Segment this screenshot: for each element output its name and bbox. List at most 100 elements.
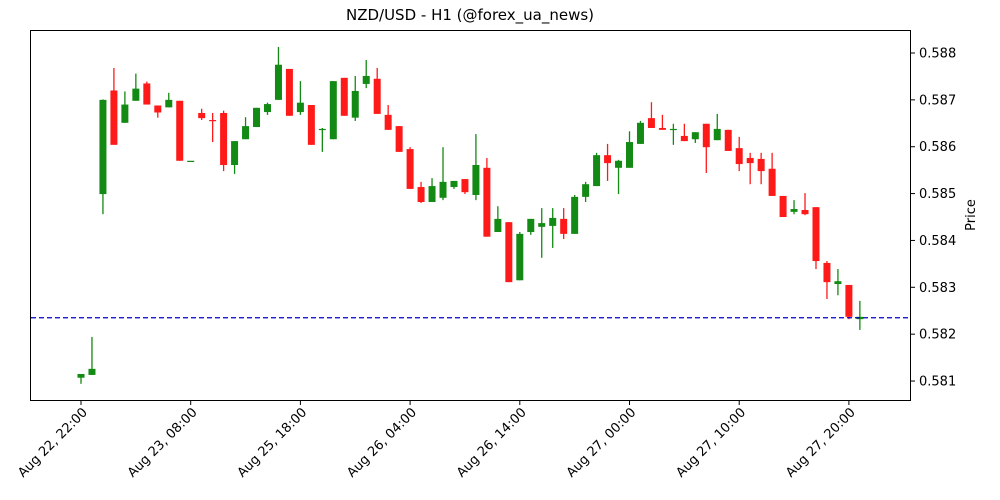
candle-body (384, 114, 392, 130)
candle (121, 91, 129, 123)
candle-body (834, 281, 842, 285)
candle (220, 110, 228, 172)
candle (395, 126, 403, 152)
candle-body (516, 233, 524, 281)
candle (702, 123, 710, 173)
candle (735, 136, 743, 172)
candle-body (231, 141, 239, 165)
candle-body (88, 368, 96, 375)
candle-body (77, 373, 85, 378)
candle (198, 108, 206, 121)
candle (615, 159, 623, 195)
candle-body (790, 209, 798, 212)
candle (296, 81, 304, 115)
y-tick-label: 0.583 (919, 281, 956, 296)
candle (571, 194, 579, 234)
candle-body (472, 164, 480, 195)
candle (647, 102, 655, 128)
candle-body (362, 75, 370, 84)
candle-body (110, 90, 118, 145)
x-tick-label: Aug 26, 04:00 (344, 405, 420, 481)
candle (209, 112, 217, 143)
candle (406, 147, 414, 189)
plot-area (30, 30, 911, 401)
candle (604, 143, 612, 181)
candle-body (615, 160, 623, 168)
y-tick-label: 0.586 (919, 140, 956, 155)
candle-body (263, 104, 271, 113)
y-tick-label: 0.582 (919, 328, 956, 343)
candle (680, 123, 688, 142)
candle-body (669, 128, 677, 131)
chart-title: NZD/USD - H1 (@forex_ua_news) (345, 6, 595, 24)
candle-body (823, 262, 831, 283)
candle-body (274, 64, 282, 100)
candle (505, 222, 513, 283)
candle-body (187, 160, 195, 162)
candle (812, 207, 820, 270)
candle-body (604, 155, 612, 164)
candle (538, 208, 546, 258)
candle-body (626, 142, 633, 168)
candle-body (505, 222, 513, 283)
candle-body (307, 105, 315, 145)
candle (417, 181, 425, 203)
candle-body (450, 180, 458, 188)
candle-body (296, 102, 304, 113)
candle (143, 81, 151, 105)
candle-body (571, 196, 579, 234)
candle-body (549, 217, 557, 226)
candle (560, 208, 568, 240)
candle-body (636, 122, 644, 144)
candle-body (494, 218, 502, 233)
candle (362, 60, 370, 89)
candle (845, 284, 853, 320)
candle-body (527, 218, 535, 233)
x-tick-label: Aug 27, 10:00 (674, 405, 750, 481)
candle (329, 81, 337, 140)
candle (790, 200, 798, 215)
candle-body (165, 99, 173, 108)
candle (461, 179, 469, 195)
candle (626, 131, 633, 168)
candle-body (801, 209, 809, 215)
x-tick-label: Aug 27, 20:00 (783, 405, 859, 481)
candle-body (768, 168, 776, 196)
candle (340, 77, 348, 116)
candle-body (713, 128, 721, 141)
candle-body (99, 99, 107, 195)
candle (713, 113, 721, 141)
candle (274, 46, 282, 100)
candle-body (647, 118, 655, 128)
candle-body (417, 187, 425, 203)
candle-body (746, 157, 754, 164)
candle (658, 114, 666, 130)
candle (669, 123, 677, 145)
candle-body (483, 167, 491, 237)
candle-body (220, 112, 228, 165)
y-axis: 0.581 0.582 0.583 0.584 0.585 0.586 0.587 0.588 (910, 47, 956, 390)
candle (428, 178, 436, 203)
y-tick-label: 0.587 (919, 93, 956, 108)
candle (450, 180, 458, 189)
candle (527, 218, 535, 235)
candle (285, 68, 293, 116)
candle (110, 67, 118, 145)
candle (88, 336, 96, 375)
x-tick-label: Aug 22, 22:00 (15, 405, 91, 481)
candle-body (735, 148, 743, 165)
candle (77, 373, 85, 384)
candle-body (121, 104, 129, 123)
candle-body (538, 223, 546, 227)
candle (373, 67, 381, 114)
candle (483, 157, 491, 237)
candle (757, 152, 765, 185)
candle-body (340, 77, 348, 116)
candles-group (77, 46, 864, 384)
candle-body (724, 129, 732, 151)
y-tick-label: 0.585 (919, 187, 956, 202)
candle-body (143, 83, 151, 105)
candle-body (242, 126, 250, 140)
candle (549, 208, 557, 248)
